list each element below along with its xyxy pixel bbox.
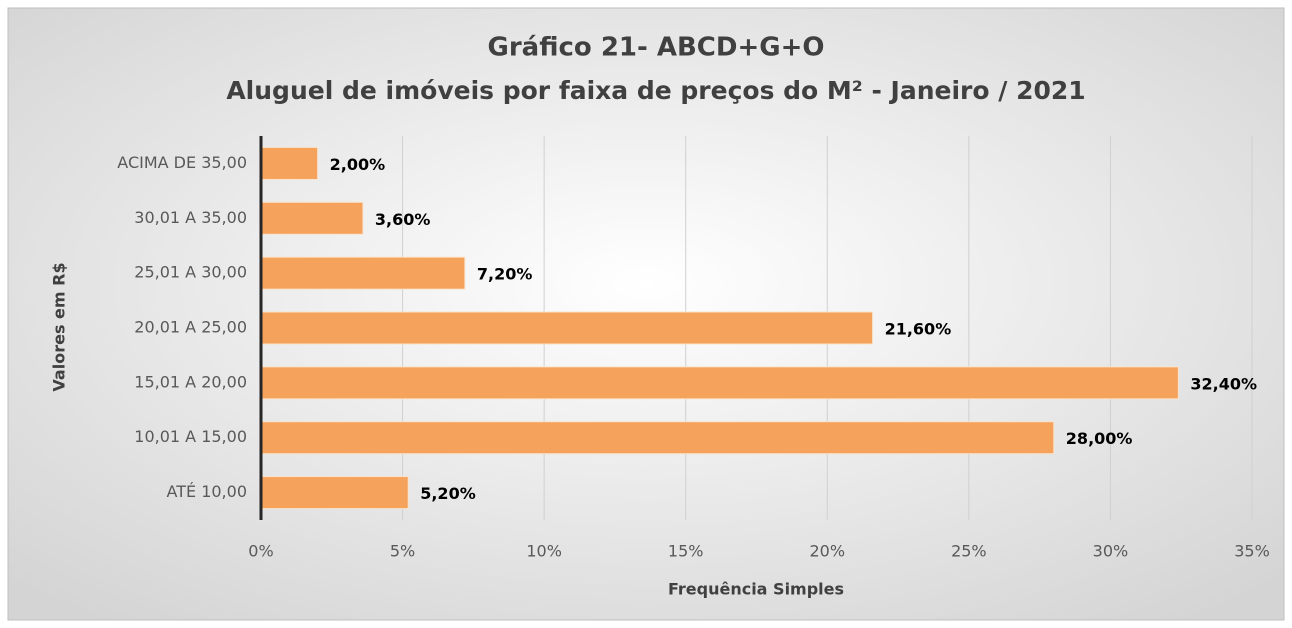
- data-label: 2,00%: [330, 155, 386, 174]
- y-tick-label: ACIMA DE 35,00: [117, 153, 247, 172]
- x-tick-label: 25%: [951, 542, 987, 561]
- y-tick-label: 15,01 A 20,00: [134, 372, 247, 391]
- data-label: 32,40%: [1190, 374, 1257, 393]
- y-tick-label: 25,01 A 30,00: [134, 263, 247, 282]
- y-tick-label: 30,01 A 35,00: [134, 208, 247, 227]
- bar: [260, 201, 364, 235]
- data-label: 5,20%: [420, 484, 476, 503]
- x-tick-label: 30%: [1093, 542, 1129, 561]
- chart-title: Gráfico 21- ABCD+G+O: [488, 33, 825, 63]
- y-tick-label: 20,01 A 25,00: [134, 318, 247, 337]
- data-label: 7,20%: [477, 265, 533, 284]
- data-label: 21,60%: [885, 320, 952, 339]
- bar: [260, 476, 409, 510]
- x-tick-label: 0%: [248, 542, 273, 561]
- x-tick-label: 35%: [1234, 542, 1270, 561]
- x-tick-label: 15%: [668, 542, 704, 561]
- x-tick-label: 10%: [526, 542, 562, 561]
- bar: [260, 256, 466, 290]
- y-tick-label: ATÉ 10,00: [167, 482, 247, 501]
- chart-subtitle: Aluguel de imóveis por faixa de preços d…: [226, 76, 1085, 105]
- x-axis-label: Frequência Simples: [668, 580, 844, 599]
- y-axis-label: Valores em R$: [50, 262, 69, 391]
- y-tick-label: 10,01 A 15,00: [134, 427, 247, 446]
- bar: [260, 366, 1179, 400]
- data-label: 28,00%: [1066, 429, 1133, 448]
- x-tick-label: 20%: [810, 542, 846, 561]
- bar: [260, 421, 1055, 455]
- bar: [260, 311, 874, 345]
- data-label: 3,60%: [375, 210, 431, 229]
- bar: [260, 146, 319, 180]
- x-tick-label: 5%: [390, 542, 415, 561]
